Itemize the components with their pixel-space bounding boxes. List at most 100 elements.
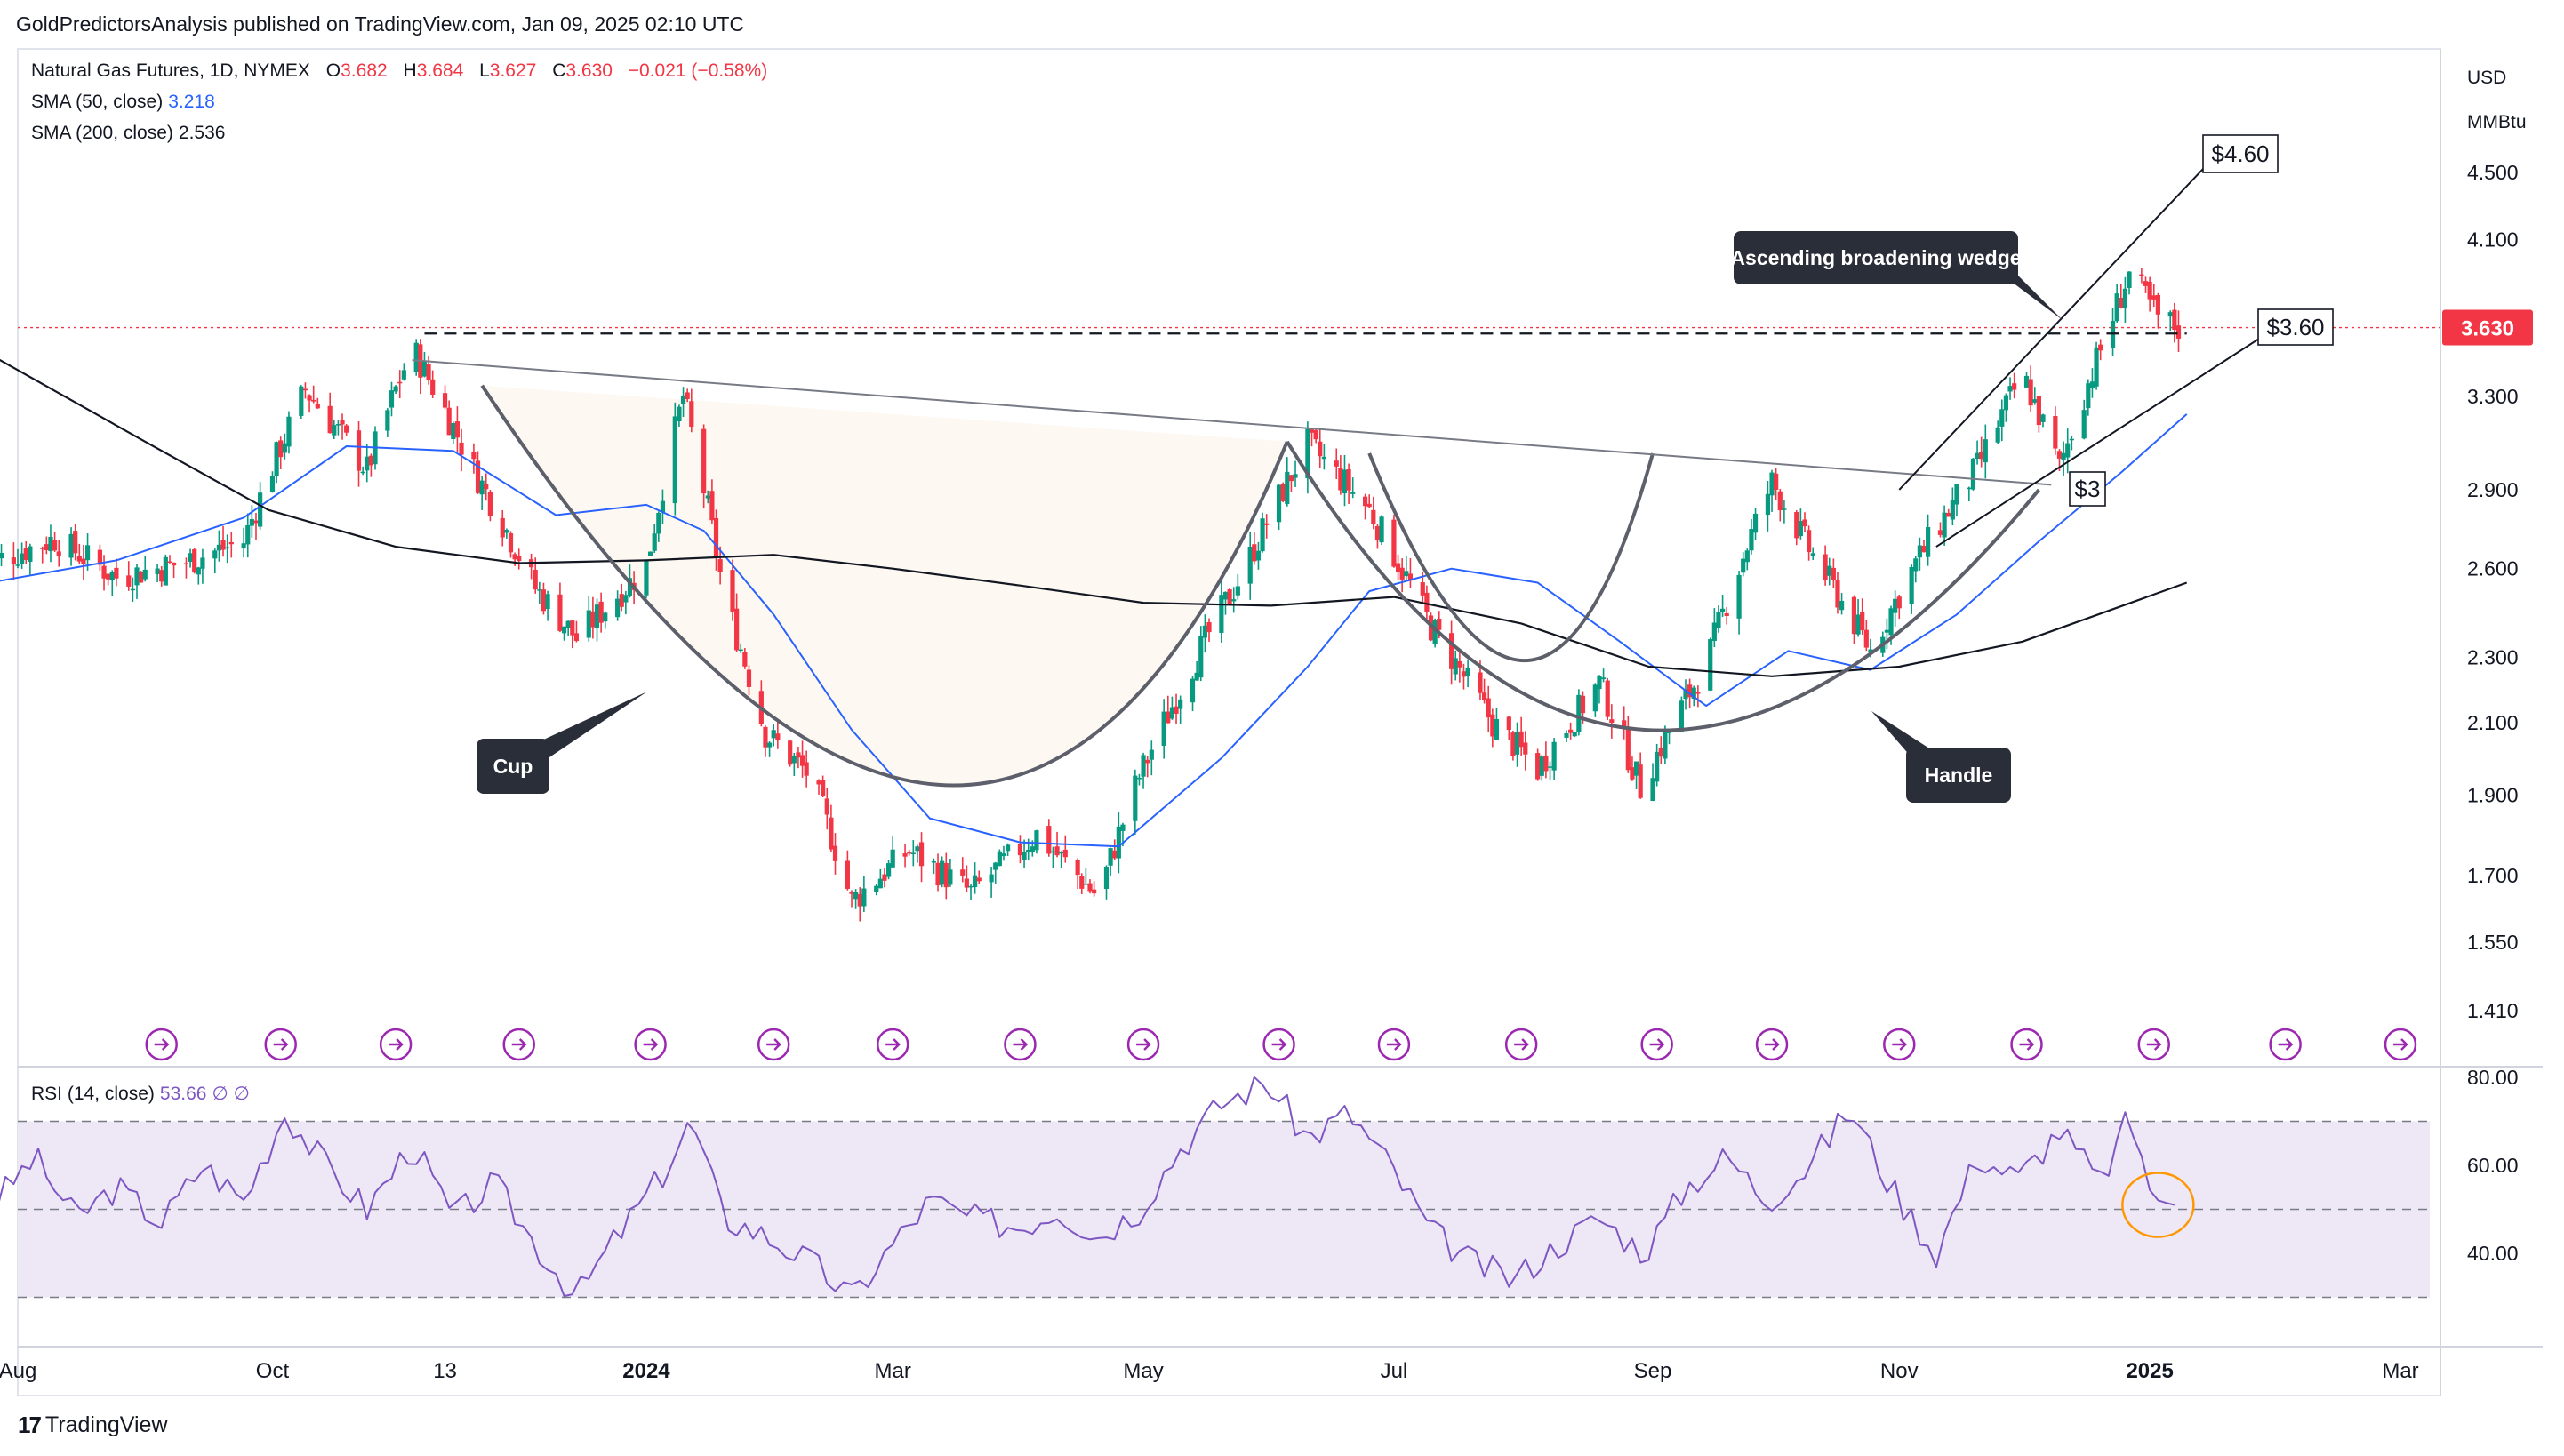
candle-body — [943, 862, 949, 888]
event-marker-arrow — [1386, 1038, 1402, 1051]
candle-body — [1564, 733, 1569, 738]
candle-body — [586, 610, 591, 638]
candle-body — [1658, 747, 1663, 757]
candle-body — [1719, 608, 1726, 612]
candle-body — [1252, 544, 1257, 562]
candle-body — [1030, 846, 1035, 852]
candle-body — [545, 594, 550, 610]
candle-body — [365, 456, 370, 471]
candle-body — [228, 541, 234, 545]
candle-body — [216, 544, 222, 551]
candle-body — [766, 742, 773, 748]
candle-body — [1059, 852, 1064, 854]
sma50-line — [0, 413, 2188, 848]
candle-body — [327, 405, 333, 434]
candle-body — [139, 572, 144, 583]
candle-body — [196, 567, 201, 575]
candle-body — [385, 410, 390, 431]
candle-body — [964, 878, 969, 888]
candle-body — [1141, 755, 1146, 777]
price-legend: Natural Gas Futures, 1D, NYMEX O3.682 H3… — [31, 60, 767, 82]
candle-body — [471, 452, 477, 460]
candle-body — [1190, 678, 1196, 703]
candle-body — [1490, 714, 1495, 737]
candle-body — [1293, 474, 1298, 478]
candle-body — [426, 364, 431, 380]
candle-body — [1350, 492, 1356, 494]
candle-body — [1461, 671, 1467, 677]
candle-body — [2139, 274, 2144, 276]
legend-high: 3.684 — [416, 60, 464, 81]
candle-body — [565, 620, 571, 628]
candle-body — [689, 401, 694, 428]
candle-body — [253, 520, 259, 524]
candle-body — [672, 416, 677, 504]
event-marker-arrow — [1013, 1038, 1029, 1051]
candle-body — [1486, 698, 1491, 718]
candle-body — [1716, 612, 1721, 628]
candle-body — [652, 533, 657, 551]
candle-body — [796, 752, 801, 758]
candle-body — [940, 860, 945, 885]
candle-body — [877, 878, 883, 889]
time-tick-label: Mar — [875, 1359, 911, 1383]
candle-body — [1711, 622, 1717, 641]
candle-body — [1724, 612, 1729, 617]
candle-body — [446, 407, 452, 436]
candle-body — [2069, 438, 2074, 441]
candle-body — [1970, 458, 1976, 490]
candle-body — [1630, 767, 1635, 780]
candle-body — [44, 544, 49, 550]
tradingview-brand[interactable]: 17 TradingView — [18, 1412, 168, 1439]
candle-body — [1983, 439, 1988, 463]
legend-low: 3.627 — [489, 60, 537, 81]
candle-body — [1605, 680, 1610, 717]
cup-callout-box — [477, 739, 549, 794]
candle-body — [701, 428, 707, 494]
event-marker-arrow — [2393, 1038, 2408, 1051]
event-marker-arrow — [1271, 1038, 1287, 1051]
time-tick-label: Aug — [0, 1359, 36, 1383]
candle-body — [1264, 523, 1270, 525]
candle-body — [2119, 297, 2124, 308]
candle-body — [1145, 759, 1150, 764]
candle-body — [517, 556, 522, 562]
candle-body — [130, 588, 135, 591]
candle-body — [20, 553, 25, 564]
candle-body — [705, 495, 710, 499]
candle-body — [454, 421, 461, 438]
candle-body — [1046, 826, 1052, 854]
cup-fill — [482, 385, 1287, 786]
candle-body — [142, 569, 148, 580]
candle-body — [799, 755, 805, 766]
candle-body — [890, 849, 895, 868]
candle-body — [442, 393, 448, 408]
candle-body — [573, 633, 580, 641]
candle-body — [1309, 429, 1315, 433]
candle-body — [1946, 512, 1951, 517]
candle-body — [1884, 629, 1890, 633]
candle-body — [1769, 472, 1775, 496]
tradingview-wordmark: TradingView — [44, 1412, 168, 1437]
candle-body — [976, 877, 982, 882]
candle-body — [603, 612, 608, 622]
candle-body — [52, 540, 58, 551]
event-marker-arrow — [2278, 1038, 2294, 1051]
candle-body — [2147, 281, 2152, 300]
candle-body — [1926, 527, 1931, 557]
event-marker-arrow — [273, 1038, 289, 1051]
event-marker-arrow — [643, 1038, 659, 1051]
candle-body — [677, 406, 682, 421]
event-marker-arrow — [1892, 1038, 1907, 1051]
candle-body — [1342, 469, 1348, 494]
candle-body — [28, 546, 33, 562]
price-tick-label: 2.300 — [2467, 645, 2519, 668]
time-tick-label: 13 — [433, 1359, 457, 1383]
candle-body — [821, 780, 826, 796]
candle-body — [1708, 639, 1713, 691]
candle-body — [1954, 484, 1959, 505]
candle-body — [1424, 592, 1430, 612]
candle-body — [1543, 755, 1549, 772]
candle-body — [1831, 567, 1836, 580]
